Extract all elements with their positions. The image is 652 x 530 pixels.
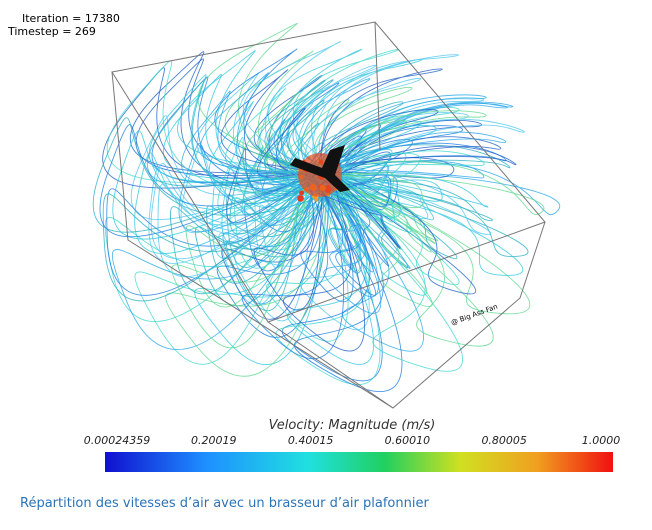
streamline [303, 178, 382, 314]
streamline [216, 171, 329, 338]
timestep-label: Timestep = 269 [7, 25, 96, 38]
streamline [267, 48, 363, 192]
streamline [106, 60, 329, 196]
streamline [281, 174, 383, 382]
streamlines [93, 22, 561, 393]
streamline [308, 176, 392, 208]
caption: Répartition des vitesses d’air avec un b… [20, 496, 429, 511]
streamline [181, 90, 328, 186]
colorbar-title: Velocity: Magnitude (m/s) [269, 418, 436, 433]
fan [290, 145, 350, 197]
streamline [282, 178, 365, 352]
streamline [257, 79, 326, 187]
streamline [200, 72, 334, 191]
colorbar-tick-label: 0.80005 [481, 434, 527, 447]
streamline [316, 166, 390, 267]
streamline [134, 152, 330, 254]
colorbar-tick-label: 0.20019 [191, 434, 237, 447]
streamline [292, 78, 371, 192]
streamline [197, 22, 331, 186]
streamline [304, 109, 439, 181]
streamline [301, 177, 531, 315]
streamline [242, 41, 341, 189]
streamline [293, 178, 403, 393]
streamline [305, 175, 493, 222]
hot-spot [297, 195, 304, 202]
streamline [234, 178, 333, 322]
visualization: Iteration = 17380 Timestep = 269 @ Big A… [7, 12, 620, 472]
streamline [99, 124, 326, 238]
iteration-label: Iteration = 17380 [22, 12, 120, 25]
streamline [326, 177, 524, 276]
colorbar-tick-label: 0.40015 [288, 434, 334, 447]
streamline [177, 50, 308, 188]
streamline [310, 177, 460, 286]
streamline [317, 177, 400, 249]
streamline [112, 130, 321, 240]
streamline [134, 178, 337, 365]
streamline [300, 144, 511, 181]
domain-box [111, 21, 546, 409]
colorbar [105, 452, 613, 472]
streamline [165, 178, 335, 377]
streamline [169, 178, 335, 295]
streamline [222, 165, 318, 305]
streamline [208, 101, 331, 187]
streamline [312, 54, 459, 181]
streamline [146, 80, 315, 194]
streamline [315, 167, 477, 295]
hot-spot [299, 190, 305, 196]
streamline [326, 118, 525, 181]
streamline [323, 119, 483, 191]
streamline [320, 131, 507, 191]
streamline [287, 176, 375, 365]
streamline [305, 177, 401, 248]
streamline [310, 101, 513, 193]
streamline [253, 175, 326, 311]
streamline [229, 160, 325, 235]
streamline [178, 142, 336, 233]
colorbar-tick-label: 0.00024359 [84, 434, 150, 447]
streamline [263, 99, 331, 181]
streamline [148, 167, 329, 264]
colorbar-tick-label: 1.0000 [582, 434, 621, 447]
colorbar-ticks: 0.00024359 0.20019 0.40015 0.60010 0.80005 1.… [84, 434, 620, 447]
streamline [288, 48, 399, 181]
streamline [312, 145, 517, 184]
streamline [224, 50, 326, 192]
streamline [157, 178, 321, 278]
streamline [300, 178, 433, 308]
colorbar-tick-label: 0.60010 [385, 434, 431, 447]
streamline [308, 166, 458, 259]
streamline [300, 174, 489, 208]
